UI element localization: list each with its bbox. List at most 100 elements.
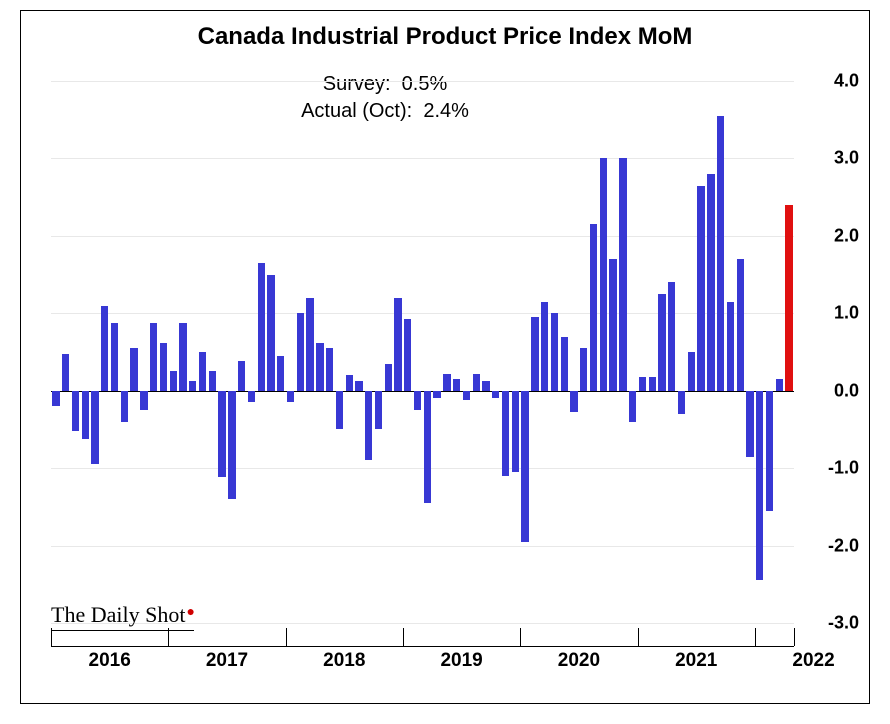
bar [561, 337, 568, 391]
x-tick [755, 628, 756, 646]
bar [414, 391, 421, 410]
bar [609, 259, 616, 391]
x-tick [403, 628, 404, 646]
bar [375, 391, 382, 430]
bar [385, 364, 392, 391]
bar [355, 381, 362, 390]
bar [150, 323, 157, 391]
bar [306, 298, 313, 391]
bar [521, 391, 528, 542]
chart-plot-area: -3.0-2.0-1.00.01.02.03.04.0 [51, 81, 794, 623]
bar [590, 224, 597, 390]
bar [570, 391, 577, 413]
bar [248, 391, 255, 403]
bar [209, 371, 216, 390]
y-tick-label: -1.0 [804, 458, 859, 479]
y-tick-label: 1.0 [804, 303, 859, 324]
bar [121, 391, 128, 422]
bar [199, 352, 206, 391]
bar [433, 391, 440, 399]
x-year-label: 2017 [206, 650, 248, 672]
bar [463, 391, 470, 400]
bar [326, 348, 333, 391]
gridline [51, 81, 794, 82]
bar [717, 116, 724, 391]
x-axis: 2016201720182019202020212022 [51, 628, 794, 683]
attribution: The Daily Shot● [51, 602, 194, 631]
bar [277, 356, 284, 391]
bar [218, 391, 225, 478]
bar [473, 374, 480, 391]
bar [170, 371, 177, 390]
gridline [51, 546, 794, 547]
x-tick [794, 628, 795, 646]
bar [443, 374, 450, 391]
bar [756, 391, 763, 581]
bar [258, 263, 265, 391]
bar [130, 348, 137, 391]
gridline [51, 236, 794, 237]
x-year-label: 2020 [558, 650, 600, 672]
bar [287, 391, 294, 403]
bar [746, 391, 753, 457]
y-tick-label: 2.0 [804, 225, 859, 246]
y-tick-label: -2.0 [804, 535, 859, 556]
bar [316, 343, 323, 391]
gridline [51, 158, 794, 159]
bar [707, 174, 714, 391]
bar [72, 391, 79, 431]
bar [776, 379, 783, 391]
bar [649, 377, 656, 391]
x-year-label: 2021 [675, 650, 717, 672]
bar [160, 343, 167, 391]
bar [668, 282, 675, 390]
bar [737, 259, 744, 391]
y-tick-label: 4.0 [804, 71, 859, 92]
bar [658, 294, 665, 391]
bar [580, 348, 587, 391]
bar [91, 391, 98, 465]
x-year-label: 2022 [792, 650, 834, 672]
bar [62, 354, 69, 391]
bar [52, 391, 59, 406]
bar [394, 298, 401, 391]
chart-title: Canada Industrial Product Price Index Mo… [21, 23, 869, 51]
chart-container: Canada Industrial Product Price Index Mo… [20, 10, 870, 704]
bar [228, 391, 235, 499]
bar [688, 352, 695, 391]
bar [766, 391, 773, 511]
bar [512, 391, 519, 472]
bar [502, 391, 509, 476]
bar [697, 186, 704, 391]
bar [492, 391, 499, 399]
bar [365, 391, 372, 461]
y-tick-label: 3.0 [804, 148, 859, 169]
bar [346, 375, 353, 390]
x-tick [520, 628, 521, 646]
x-year-label: 2016 [89, 650, 131, 672]
bar [297, 313, 304, 390]
x-axis-baseline [51, 646, 794, 647]
bar [541, 302, 548, 391]
x-tick [638, 628, 639, 646]
bar [336, 391, 343, 430]
bar [482, 381, 489, 390]
bar [189, 381, 196, 390]
bar [639, 377, 646, 391]
bar [179, 323, 186, 391]
bar [101, 306, 108, 391]
bar [600, 158, 607, 390]
bar [140, 391, 147, 410]
bar [82, 391, 89, 439]
bar [453, 379, 460, 391]
bar [727, 302, 734, 391]
bar [551, 313, 558, 390]
plot-surface: -3.0-2.0-1.00.01.02.03.04.0 [51, 81, 794, 623]
bar [111, 323, 118, 391]
gridline [51, 313, 794, 314]
x-year-label: 2018 [323, 650, 365, 672]
bar-highlight [785, 205, 792, 391]
attribution-text: The Daily Shot [51, 602, 185, 627]
bar [629, 391, 636, 422]
bar [238, 361, 245, 390]
